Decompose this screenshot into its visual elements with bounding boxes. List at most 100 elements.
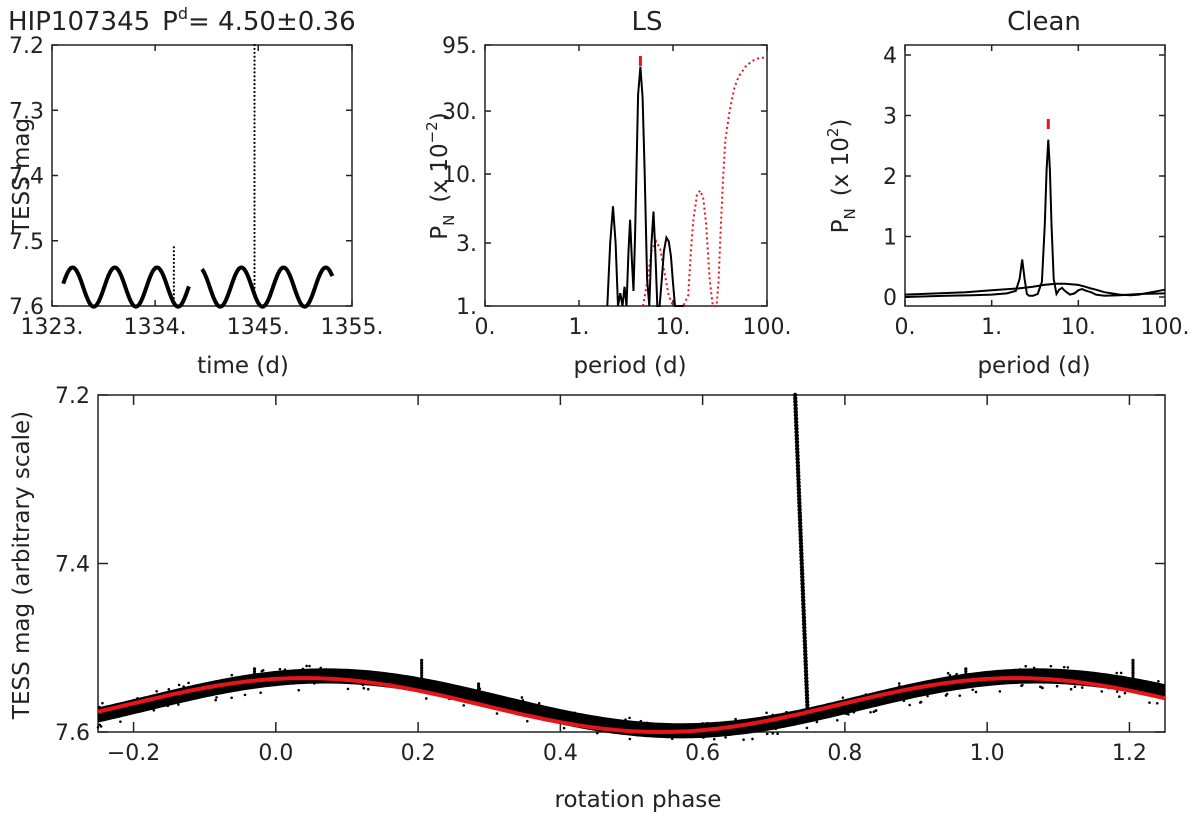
clean-ylabel: PN (x 102) — [824, 119, 859, 234]
phase-data-point — [646, 721, 649, 725]
phase-data-point — [771, 713, 775, 717]
phase-data-point — [1049, 664, 1053, 668]
phase-flare-point — [799, 557, 804, 563]
phase-flare-point — [1131, 681, 1135, 685]
phase-data-point — [1148, 701, 1151, 704]
phase-data-point — [1018, 668, 1022, 671]
phase-data-point — [380, 672, 384, 676]
ls-xtick-label: 1. — [569, 315, 590, 340]
phase-flare-point — [801, 601, 806, 607]
lightcurve-flare-point — [253, 161, 256, 164]
clean-spectrum-line — [904, 139, 1166, 298]
phase-flare-point — [801, 611, 806, 617]
lightcurve-flare-point — [253, 153, 256, 156]
phase-data-point — [520, 706, 523, 709]
phase-flare-point — [420, 671, 424, 675]
phase-flare-point — [420, 658, 424, 662]
phase-xtick-label: −0.2 — [107, 741, 160, 766]
phase-data-point — [223, 686, 226, 689]
lightcurve-flare-point — [253, 83, 256, 86]
phase-data-point — [624, 718, 627, 721]
phase-data-point — [902, 694, 905, 697]
lightcurve-flare-point — [253, 86, 256, 90]
lightcurve-ytick-label: 7.5 — [9, 230, 44, 255]
phase-data-point — [971, 688, 974, 692]
phase-flare-point — [800, 591, 806, 597]
phase-flare-point — [801, 615, 807, 620]
lightcurve-flare-point — [253, 196, 256, 199]
phase-data-point — [1115, 671, 1119, 675]
phase-model-line — [97, 676, 1166, 735]
phase-flare-point — [802, 628, 807, 634]
phase-xtick-label: 0.0 — [258, 741, 293, 766]
phase-data-point — [362, 686, 366, 690]
lightcurve-flare-point — [253, 251, 256, 254]
phase-data-point — [1032, 666, 1036, 670]
clean-xtick-label: 100. — [1141, 315, 1190, 340]
lightcurve-flare-point — [253, 126, 256, 129]
phase-data-point — [562, 726, 566, 730]
lightcurve-flare-point — [253, 102, 256, 105]
lightcurve-flare-point — [253, 169, 256, 172]
phase-data-point — [485, 697, 489, 701]
lightcurve-flare-point — [253, 79, 256, 82]
phase-data-point — [493, 697, 497, 701]
phase-flare-point — [795, 466, 801, 472]
phase-flare-point — [1131, 679, 1135, 683]
lightcurve-flare-point — [172, 293, 175, 296]
phase-flare-point — [802, 625, 807, 630]
phase-flare-point — [798, 527, 803, 532]
phase-flare-point — [796, 490, 802, 495]
phase-flare-point — [794, 423, 799, 428]
phase-data-point — [152, 708, 156, 712]
phase-flare-point — [794, 439, 800, 445]
phase-data-point — [495, 712, 499, 715]
phase-flare-point — [802, 645, 808, 650]
phase-data-point — [155, 689, 158, 693]
phase-data-point — [670, 737, 674, 741]
phase-flare-point — [793, 399, 798, 404]
phase-flare-point — [476, 689, 481, 694]
lightcurve-flare-point — [253, 59, 256, 62]
phase-flare-point — [804, 696, 810, 701]
phase-flare-point — [420, 676, 424, 680]
phase-data-point — [98, 705, 101, 709]
phase-data-point — [909, 694, 913, 697]
lightcurve-flare-point — [253, 118, 256, 121]
lightcurve-flare-point — [253, 137, 256, 141]
phase-data-point — [873, 700, 877, 703]
phase-flare-point — [1131, 671, 1135, 675]
phase-data-point — [955, 672, 958, 676]
phase-flare-point — [795, 446, 800, 452]
ls-window-line — [642, 56, 768, 307]
phase-data-point — [346, 687, 350, 691]
phase-data-point — [1017, 680, 1021, 683]
clean-ytick-label: 2 — [883, 165, 897, 190]
phase-flare-point — [794, 426, 799, 431]
phase-flare-point — [1131, 676, 1135, 680]
phase-data-point — [278, 667, 282, 671]
phase-flare-point — [252, 669, 257, 673]
phase-ytick-label: 7.4 — [55, 553, 90, 578]
lightcurve-flare-point — [253, 90, 256, 94]
lightcurve-ytick-label: 7.4 — [9, 165, 44, 190]
phase-data-point — [609, 719, 613, 722]
phase-data-point — [771, 732, 775, 735]
lightcurve-flare-point — [172, 269, 175, 272]
lightcurve-xtick-label: 1334. — [124, 315, 187, 340]
phase-flare-point — [252, 667, 257, 671]
phase-data-point — [962, 684, 966, 687]
phase-flare-point — [804, 685, 809, 691]
lightcurve-flare-point — [253, 239, 256, 242]
lightcurve-flare-point — [172, 257, 175, 261]
phase-flare-point — [803, 662, 808, 667]
phase-data-point — [945, 692, 949, 696]
phase-flare-point — [795, 450, 800, 455]
phase-flare-point — [804, 689, 810, 694]
phase-xtick-label: 0.4 — [543, 741, 578, 766]
phase-data-point — [826, 710, 830, 713]
lightcurve-flare-point — [172, 246, 175, 249]
phase-data-point — [215, 696, 218, 699]
phase-flare-point — [802, 642, 808, 647]
phase-flare-point — [420, 668, 424, 673]
